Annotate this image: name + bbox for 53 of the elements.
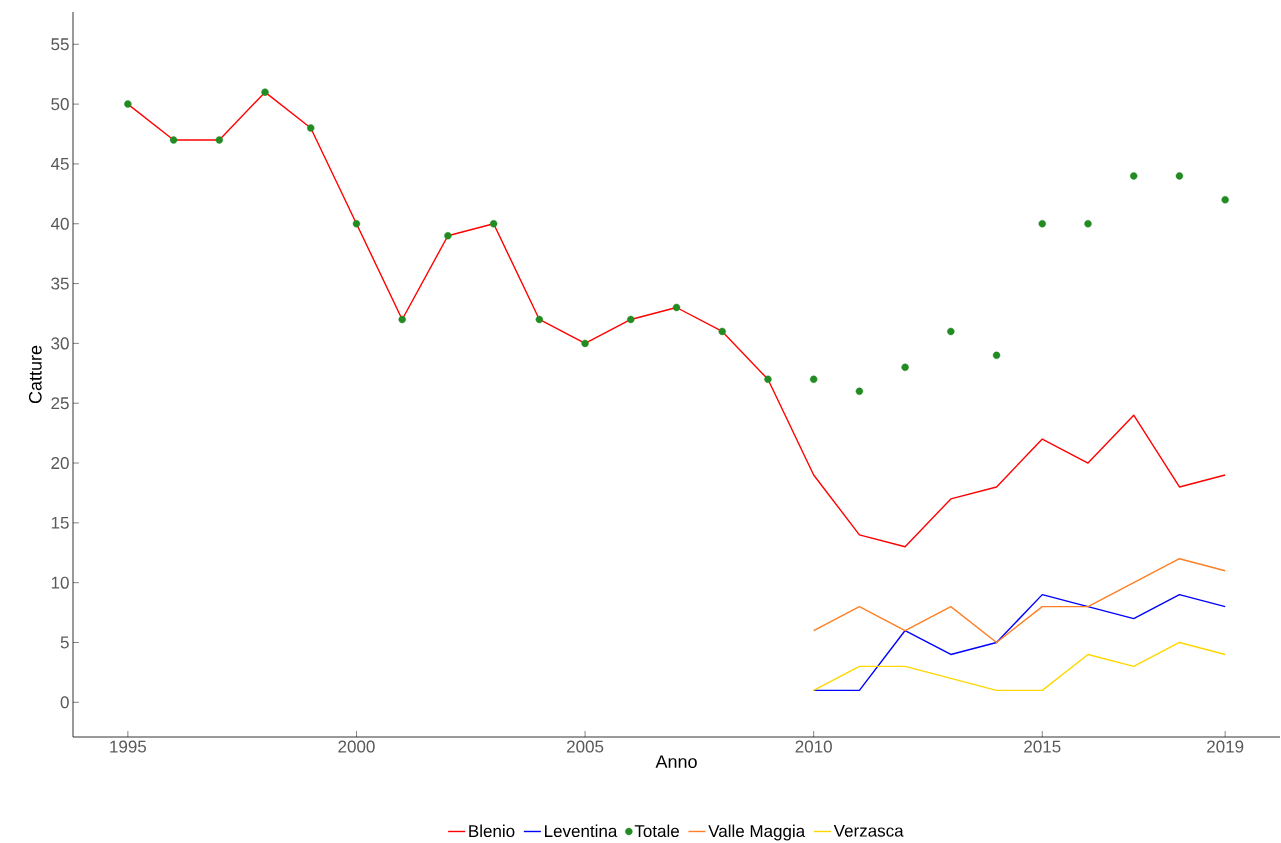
legend-label: Verzasca [833, 824, 904, 837]
x-tick-label: 2010 [795, 740, 832, 753]
point [1038, 220, 1046, 228]
point [307, 124, 315, 132]
x-axis-title: Anno [655, 755, 697, 768]
y-tick-label: 40 [50, 217, 69, 230]
point [169, 136, 178, 144]
point [352, 220, 361, 228]
y-tick-label: 0 [60, 696, 69, 709]
y-tick-label: 25 [51, 397, 69, 410]
y-tick-label: 30 [51, 337, 69, 350]
point [1221, 196, 1229, 204]
y-tick-label: 20 [51, 457, 69, 470]
point [124, 100, 132, 108]
y-tick-label: 15 [51, 516, 69, 529]
legend-label: Blenio [469, 824, 515, 838]
legend-label: Leventina [545, 824, 618, 838]
point [992, 351, 1001, 360]
x-tick-label: 2015 [1024, 740, 1061, 753]
legend-label: Valle Maggia [708, 824, 806, 841]
point [489, 220, 498, 228]
point [1175, 172, 1184, 180]
point [581, 339, 589, 348]
y-tick-label: 55 [51, 38, 69, 51]
point [398, 315, 406, 324]
y-tick-label: 35 [51, 277, 69, 290]
point [809, 375, 818, 383]
point [901, 363, 909, 372]
y-tick-label: 50 [51, 98, 69, 111]
y-tick-label: 10 [51, 576, 69, 589]
y-axis-title: Catture [28, 345, 42, 404]
x-tick-label: 2000 [338, 740, 375, 753]
point [718, 327, 726, 336]
point [627, 315, 635, 324]
point [1130, 172, 1138, 180]
point [1084, 220, 1092, 228]
y-tick-label: 45 [50, 158, 69, 170]
legend-label: Totale [634, 824, 679, 838]
y-tick-label: 5 [60, 636, 69, 649]
point [261, 88, 269, 96]
point [215, 136, 224, 144]
line-series [812, 593, 1226, 692]
point [947, 327, 955, 336]
x-tick-label: 2005 [567, 740, 604, 753]
line-series [812, 641, 1226, 692]
point [535, 315, 544, 324]
line-series [812, 558, 1226, 644]
point [764, 375, 772, 383]
point [672, 303, 681, 312]
point [444, 232, 452, 240]
point [855, 387, 864, 395]
x-tick-label: 1995 [110, 740, 147, 753]
x-tick-label: 2019 [1207, 740, 1244, 753]
